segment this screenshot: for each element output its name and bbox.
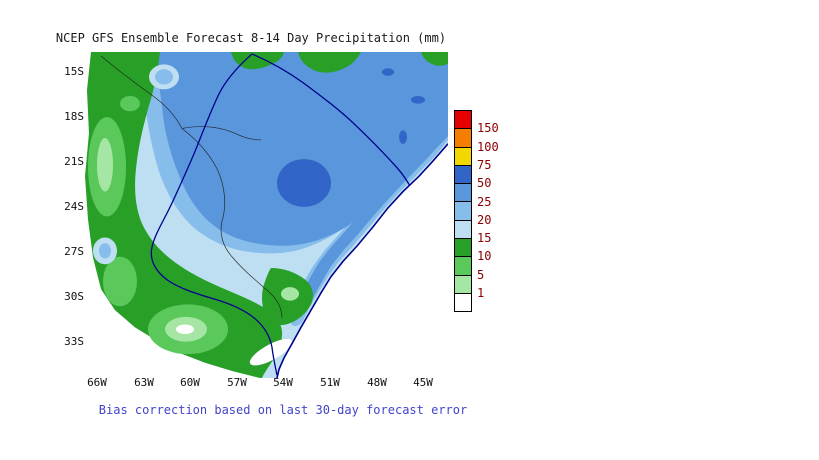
legend-swatch	[454, 292, 472, 313]
lat-label: 27S	[64, 245, 84, 258]
lat-label: 24S	[64, 200, 84, 213]
legend-label: 5	[477, 268, 485, 282]
legend-swatch	[454, 128, 472, 148]
contour-10-15-top	[298, 52, 361, 73]
legend-label: 50	[477, 176, 492, 190]
legend-label: 25	[477, 195, 492, 209]
bias-caption: Bias correction based on last 30-day for…	[98, 403, 468, 417]
title-line-1: NCEP GFS Ensemble Forecast 8-14 Day Prec…	[55, 31, 447, 45]
ocean	[277, 143, 448, 378]
legend-swatch	[454, 164, 472, 185]
lat-label: 15S	[64, 65, 84, 78]
country-borders	[100, 55, 283, 318]
legend-label: 15	[477, 231, 492, 245]
legend-label: 75	[477, 158, 492, 172]
legend-swatch	[454, 146, 472, 166]
legend-swatch	[454, 219, 472, 240]
legend-swatch	[454, 238, 472, 258]
lon-label: 57W	[227, 376, 247, 389]
contour-5-10	[103, 256, 137, 307]
legend-label: 10	[477, 249, 492, 263]
coastline	[276, 143, 449, 379]
contour-50-75-spot	[411, 95, 425, 104]
lon-label: 63W	[134, 376, 154, 389]
legend-label: 1	[477, 286, 485, 300]
lon-label: 48W	[367, 376, 387, 389]
contour-50-75-core	[277, 159, 331, 207]
contour-fills	[85, 52, 448, 378]
contour-10-15-main	[85, 52, 283, 378]
lon-label: 51W	[320, 376, 340, 389]
precip-map	[85, 52, 449, 379]
lon-label: 60W	[180, 376, 200, 389]
contour-10-15-top	[421, 52, 448, 66]
legend-label: 150	[477, 121, 499, 135]
lat-label: 18S	[64, 110, 84, 123]
contour-below-1	[176, 324, 194, 335]
lon-label: 54W	[273, 376, 293, 389]
lon-label: 45W	[413, 376, 433, 389]
contour-1-5	[281, 287, 299, 301]
contour-20-25-pocket	[155, 69, 173, 85]
estuary	[249, 338, 293, 366]
legend-label: 100	[477, 140, 499, 154]
contour-20-25-pocket	[99, 243, 111, 259]
contour-1-5	[97, 138, 113, 192]
legend-swatch	[454, 274, 472, 294]
lat-label: 21S	[64, 155, 84, 168]
basin-outline	[150, 53, 413, 376]
contour-50-75-spot	[399, 130, 407, 144]
legend-label: 20	[477, 213, 492, 227]
contour-10-15-top	[231, 52, 284, 70]
legend-swatch	[454, 201, 472, 221]
legend-swatch	[454, 256, 472, 276]
contour-5-10	[120, 95, 140, 112]
legend-swatch	[454, 110, 472, 130]
lat-label: 33S	[64, 335, 84, 348]
lon-label: 66W	[87, 376, 107, 389]
color-bar	[454, 110, 472, 313]
map-svg	[85, 52, 449, 379]
legend-swatch	[454, 183, 472, 203]
lat-label: 30S	[64, 290, 84, 303]
contour-50-75-spot	[382, 68, 394, 76]
